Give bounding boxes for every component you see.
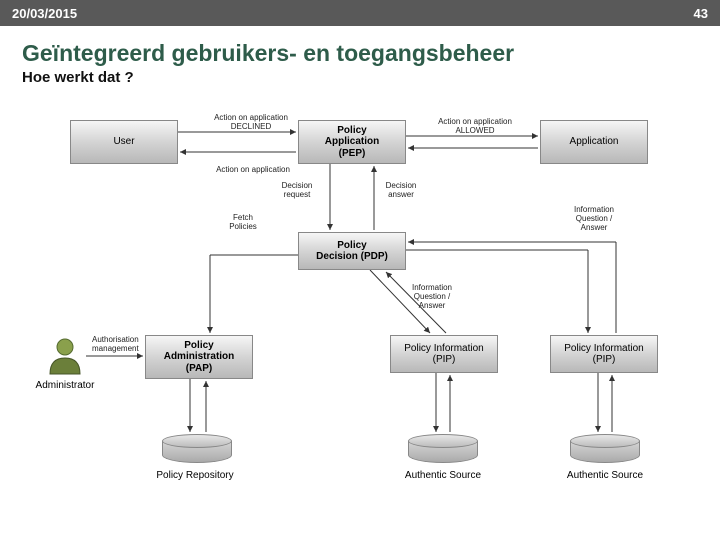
pep-l1: Policy — [337, 125, 366, 137]
node-user-label: User — [113, 136, 134, 148]
header-date: 20/03/2015 — [12, 6, 77, 21]
label-allowed: Action on application ALLOWED — [430, 118, 520, 136]
label-action: Action on application — [208, 166, 298, 175]
pep-l3: (PEP) — [339, 148, 366, 160]
db-auth1-label: Authentic Source — [388, 470, 498, 481]
label-iqa2: Information Question / Answer — [564, 206, 624, 232]
pdp-l2: Decision (PDP) — [316, 251, 388, 263]
pip1-l1: Policy Information — [404, 343, 483, 355]
pip2-l1: Policy Information — [564, 343, 643, 355]
node-pap: Policy Administration (PAP) — [145, 335, 253, 379]
label-declined: Action on application DECLINED — [210, 114, 292, 132]
pep-l2: Application — [325, 136, 379, 148]
pip2-l2: (PIP) — [593, 354, 616, 366]
node-pip1: Policy Information (PIP) — [390, 335, 498, 373]
page-title: Geïntegreerd gebruikers- en toegangsbehe… — [22, 40, 698, 67]
diagram-canvas: User Policy Application (PEP) Applicatio… — [30, 110, 700, 530]
page-subtitle: Hoe werkt dat ? — [22, 69, 698, 86]
label-iqa: Information Question / Answer — [402, 284, 462, 310]
pap-l3: (PAP) — [186, 363, 212, 375]
node-user: User — [70, 120, 178, 164]
db-auth1 — [408, 434, 478, 463]
administrator-icon — [44, 334, 86, 376]
db-auth2 — [570, 434, 640, 463]
label-authmgmt: Authorisation management — [92, 336, 148, 354]
title-block: Geïntegreerd gebruikers- en toegangsbehe… — [0, 26, 720, 90]
pap-l2: Administration — [164, 351, 235, 363]
node-pdp: Policy Decision (PDP) — [298, 232, 406, 270]
diagram-arrows — [30, 110, 700, 530]
app-label: Application — [570, 136, 619, 148]
db-auth2-label: Authentic Source — [550, 470, 660, 481]
pap-l1: Policy — [184, 340, 213, 352]
pdp-l1: Policy — [337, 240, 366, 252]
header-page: 43 — [694, 6, 708, 21]
db-policy-repo — [162, 434, 232, 463]
label-dans: Decision answer — [376, 182, 426, 200]
node-pep: Policy Application (PEP) — [298, 120, 406, 164]
header-bar: 20/03/2015 43 — [0, 0, 720, 26]
db-policy-repo-label: Policy Repository — [140, 470, 250, 481]
node-app: Application — [540, 120, 648, 164]
label-dreq: Decision request — [272, 182, 322, 200]
administrator-label: Administrator — [30, 380, 100, 391]
node-pip2: Policy Information (PIP) — [550, 335, 658, 373]
pip1-l2: (PIP) — [433, 354, 456, 366]
label-fetch: Fetch Policies — [220, 214, 266, 232]
